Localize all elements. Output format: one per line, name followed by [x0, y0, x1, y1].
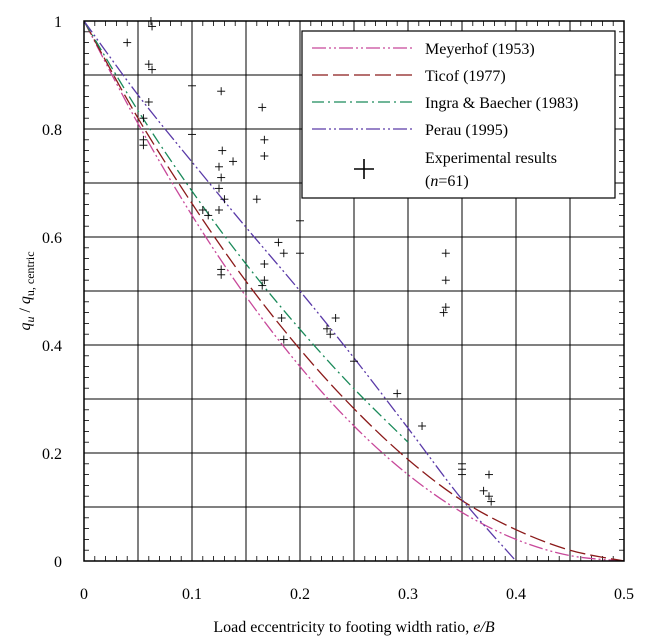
series-line-meyerhof-1953 [83, 20, 625, 562]
y-tick-label: 0.6 [42, 230, 62, 247]
experimental-point [326, 330, 335, 339]
series-line-ticof-1977 [83, 20, 625, 562]
experimental-point [393, 389, 402, 398]
experimental-point [215, 162, 223, 171]
y-tick-label: 0.2 [42, 446, 62, 463]
experimental-point [220, 195, 229, 204]
y-axis-label: qu / qu, centric [17, 251, 37, 330]
experimental-point [198, 206, 207, 214]
experimental-point [215, 184, 223, 193]
experimental-point [215, 206, 223, 214]
experimental-point [277, 314, 286, 322]
experimental-point [441, 303, 450, 312]
experimental-point [331, 314, 340, 322]
y-tick-label: 0.8 [42, 122, 62, 139]
x-tick-label: 0.5 [614, 586, 634, 603]
experimental-point [217, 270, 226, 279]
x-tick-label: 0.4 [506, 586, 526, 603]
y-tick-label: 1 [54, 14, 62, 31]
legend: Meyerhof (1953) Ticof (1977) Ingra & Bae… [301, 30, 616, 199]
experimental-point [279, 335, 288, 344]
experimental-point [441, 249, 450, 258]
experimental-point [441, 276, 450, 285]
experimental-point [439, 308, 448, 317]
legend-label-experimental-n: (n=61) [425, 173, 469, 190]
experimental-point [418, 422, 427, 430]
experimental-point [296, 216, 304, 225]
experimental-point [139, 141, 148, 150]
experimental-point [260, 260, 269, 268]
experimental-point [279, 249, 288, 258]
experimental-point [258, 281, 267, 290]
y-tick-label: 0.4 [42, 338, 62, 355]
experimental-point [144, 98, 153, 106]
experimental-point [350, 357, 358, 366]
y-tick-label: 0 [54, 554, 62, 571]
legend-label-meyerhof: Meyerhof (1953) [425, 41, 535, 58]
experimental-point [485, 470, 493, 479]
experimental-point [148, 22, 157, 31]
experimental-point [229, 157, 238, 166]
x-tick-label: 0 [80, 586, 88, 603]
experimental-point [479, 486, 488, 495]
x-axis-label: Load eccentricity to footing width ratio… [213, 619, 494, 636]
series-line-ingra-baecher-1983 [83, 20, 409, 443]
legend-box [301, 30, 616, 199]
experimental-point [487, 497, 496, 506]
legend-swatch-experimental-icon [354, 159, 374, 179]
experimental-point [260, 135, 269, 144]
legend-label-experimental: Experimental results [425, 150, 557, 167]
experimental-point [217, 173, 226, 182]
series-layer [83, 20, 625, 562]
experimental-point [485, 492, 493, 501]
experimental-point [323, 324, 331, 333]
experimental-points [123, 17, 496, 506]
experimental-point [148, 65, 157, 74]
experimental-point [188, 81, 196, 90]
y-tick-labels: 0 0.2 0.4 0.6 0.8 1 [42, 14, 62, 571]
plot-border [83, 20, 625, 562]
experimental-point [258, 103, 267, 112]
x-tick-label: 0.2 [290, 586, 310, 603]
x-tick-labels: 0 0.1 0.2 0.3 0.4 0.5 [80, 586, 634, 603]
experimental-point [260, 152, 269, 160]
legend-label-ingra-baecher: Ingra & Baecher (1983) [425, 95, 578, 112]
experimental-point [139, 114, 148, 123]
experimental-point [296, 249, 304, 258]
experimental-point [218, 146, 227, 155]
experimental-point [123, 38, 132, 47]
series-line-perau-1995 [83, 20, 517, 562]
experimental-point [188, 130, 196, 139]
experimental-point [260, 276, 269, 285]
x-tick-label: 0.1 [182, 586, 202, 603]
experimental-point [458, 449, 466, 457]
x-tick-label: 0.3 [398, 586, 418, 603]
experimental-point [204, 211, 213, 220]
legend-label-ticof: Ticof (1977) [425, 68, 506, 85]
experimental-point [217, 87, 226, 96]
experimental-point [274, 238, 283, 247]
experimental-point [144, 60, 153, 69]
legend-label-perau: Perau (1995) [425, 122, 508, 139]
experimental-point [458, 470, 466, 479]
experimental-point [252, 195, 261, 204]
